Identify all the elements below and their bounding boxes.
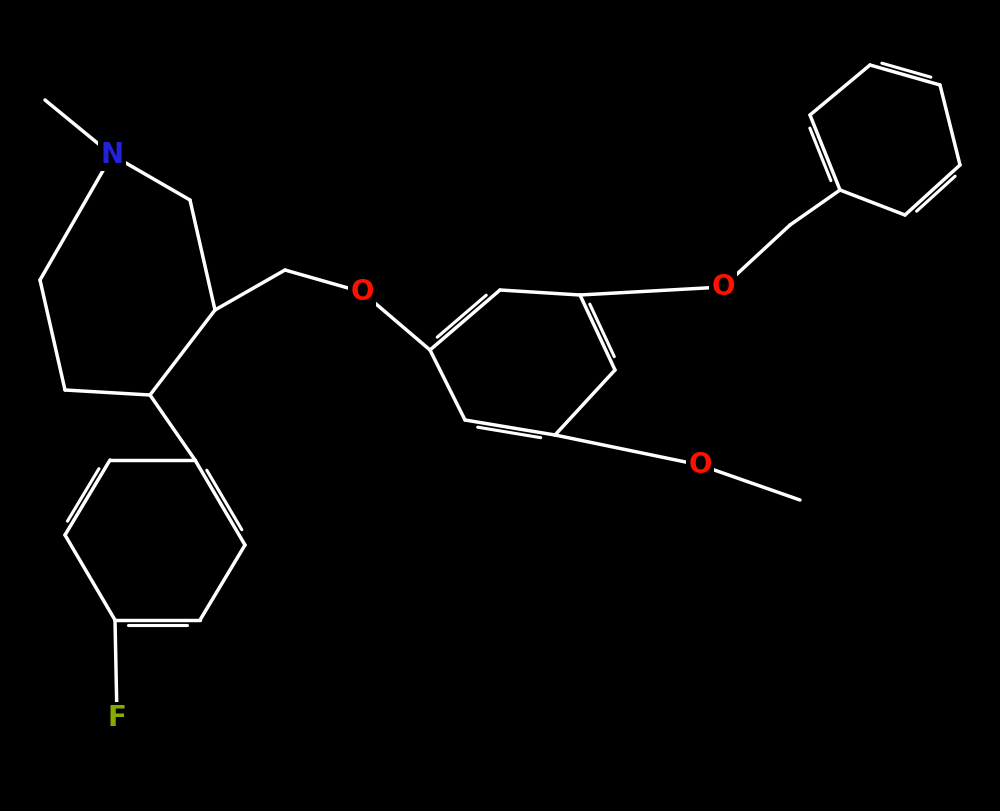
Text: O: O [711,273,735,301]
Text: O: O [350,278,374,306]
Text: N: N [100,141,124,169]
Text: F: F [108,704,126,732]
Text: O: O [688,451,712,479]
